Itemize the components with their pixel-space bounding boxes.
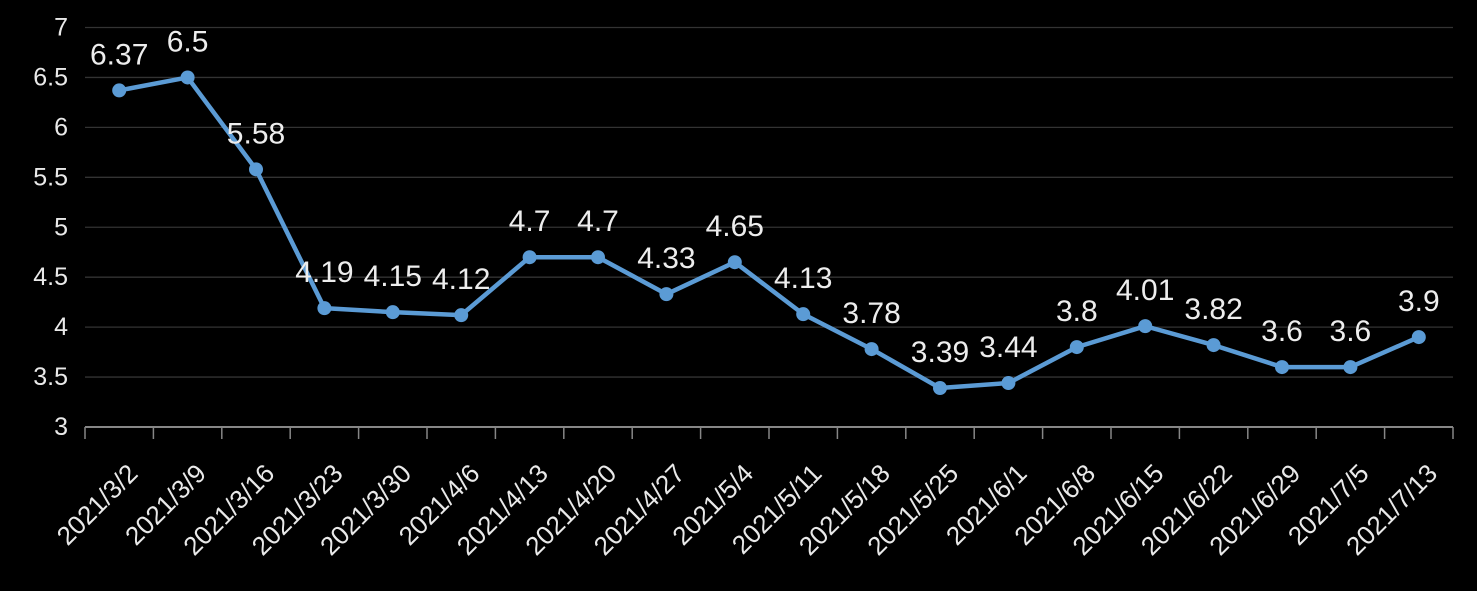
data-point-marker[interactable] xyxy=(249,162,263,177)
data-point-marker[interactable] xyxy=(385,305,400,320)
data-point-label: 3.39 xyxy=(911,336,969,369)
data-point-marker[interactable] xyxy=(1069,340,1084,355)
data-point-label: 3.6 xyxy=(1261,315,1303,348)
data-point-marker[interactable] xyxy=(1275,360,1289,375)
data-point-label: 3.6 xyxy=(1330,315,1372,348)
y-tick-label: 3.5 xyxy=(33,363,68,391)
data-point-marker[interactable] xyxy=(180,70,195,85)
data-point-marker[interactable] xyxy=(1001,376,1016,391)
data-point-marker[interactable] xyxy=(317,301,332,316)
data-point-marker[interactable] xyxy=(796,307,811,322)
data-point-label: 3.8 xyxy=(1056,295,1098,328)
data-point-label: 4.7 xyxy=(577,205,619,238)
data-point-label: 3.78 xyxy=(842,297,900,330)
data-point-marker[interactable] xyxy=(1138,319,1153,334)
data-point-marker[interactable] xyxy=(1343,360,1358,375)
data-point-label: 3.82 xyxy=(1184,293,1242,326)
y-tick-label: 3 xyxy=(54,413,68,441)
data-point-label: 6.37 xyxy=(90,38,148,71)
data-point-marker[interactable] xyxy=(933,381,947,396)
y-tick-label: 4 xyxy=(54,313,68,341)
series-line[interactable] xyxy=(116,75,1422,391)
data-point-label: 4.33 xyxy=(637,242,695,275)
data-point-label: 4.15 xyxy=(364,260,422,293)
data-point-label: 4.7 xyxy=(509,205,551,238)
data-point-marker[interactable] xyxy=(454,308,469,323)
data-point-marker[interactable] xyxy=(727,255,742,270)
data-point-label: 6.5 xyxy=(167,25,209,58)
y-tick-label: 6.5 xyxy=(33,63,68,91)
data-point-label: 4.19 xyxy=(295,256,353,289)
data-point-label: 4.65 xyxy=(706,210,764,243)
y-tick-label: 4.5 xyxy=(33,263,68,291)
data-point-marker[interactable] xyxy=(659,287,674,302)
y-tick-label: 6 xyxy=(54,113,68,141)
data-point-marker[interactable] xyxy=(864,342,879,357)
y-tick-label: 5.5 xyxy=(33,163,68,191)
data-point-label: 3.9 xyxy=(1398,285,1440,318)
data-point-marker[interactable] xyxy=(522,250,537,265)
data-point-label: 3.44 xyxy=(979,331,1037,364)
y-tick-label: 7 xyxy=(54,14,68,42)
data-point-label: 4.13 xyxy=(774,262,832,295)
data-point-marker[interactable] xyxy=(591,250,605,265)
data-point-marker[interactable] xyxy=(112,83,127,98)
data-point-label: 4.01 xyxy=(1116,274,1174,307)
data-point-label: 5.58 xyxy=(227,117,285,150)
data-point-marker[interactable] xyxy=(1206,338,1221,353)
data-point-label: 4.12 xyxy=(432,263,490,296)
data-point-marker[interactable] xyxy=(1411,330,1426,345)
y-tick-label: 5 xyxy=(54,213,68,241)
